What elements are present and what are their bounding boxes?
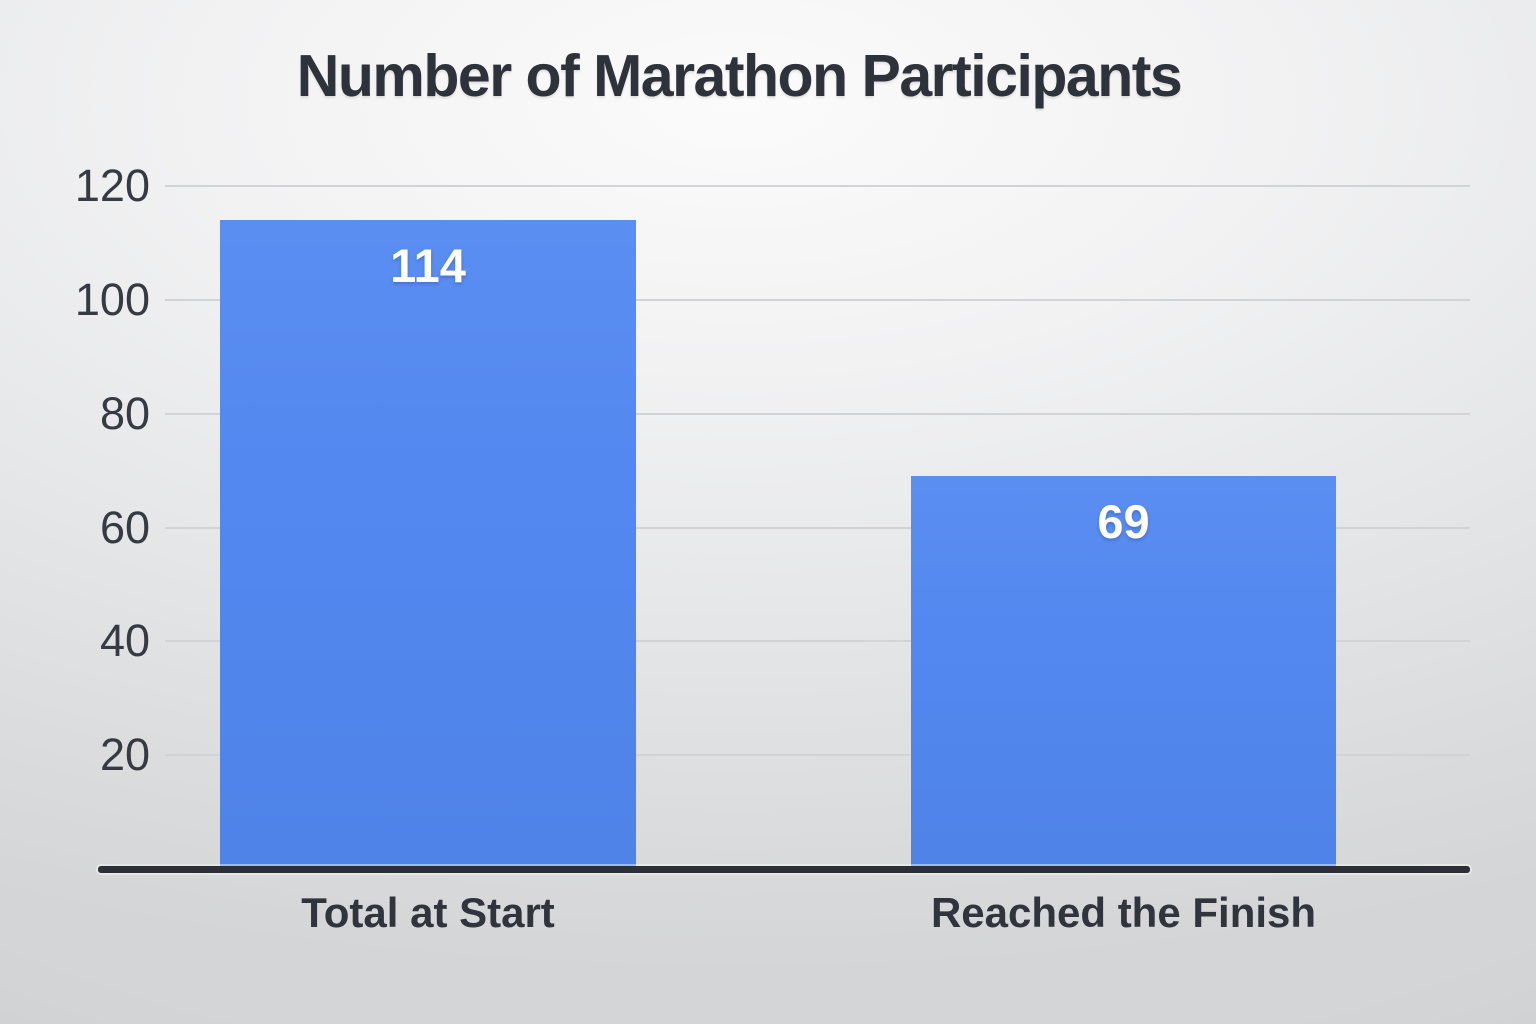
gridline-80 — [165, 412, 1470, 415]
chart-title: Number of Marathon Participants — [296, 43, 1183, 109]
y-tick-label-20: 20 — [99, 729, 150, 781]
category-label-1: Total at Start — [301, 889, 555, 936]
bar-value-label-2: 69 — [1097, 495, 1150, 549]
bar-1 — [220, 220, 636, 869]
gridline-60 — [165, 526, 1470, 529]
gridline-20 — [165, 754, 1470, 757]
y-tick-label-120: 120 — [74, 160, 150, 212]
y-tick-label-80: 80 — [99, 387, 150, 439]
y-tick-label-60: 60 — [99, 501, 150, 553]
bar-2 — [911, 476, 1336, 869]
bar-value-label-1: 114 — [390, 239, 466, 293]
gridline-100 — [165, 299, 1470, 301]
y-tick-label-40: 40 — [99, 615, 150, 667]
y-tick-label-100: 100 — [74, 274, 150, 325]
gridline-40 — [165, 640, 1470, 643]
category-label-2: Reached the Finish — [930, 889, 1317, 936]
x-axis-line — [98, 866, 1470, 873]
gridline-120 — [165, 185, 1470, 188]
